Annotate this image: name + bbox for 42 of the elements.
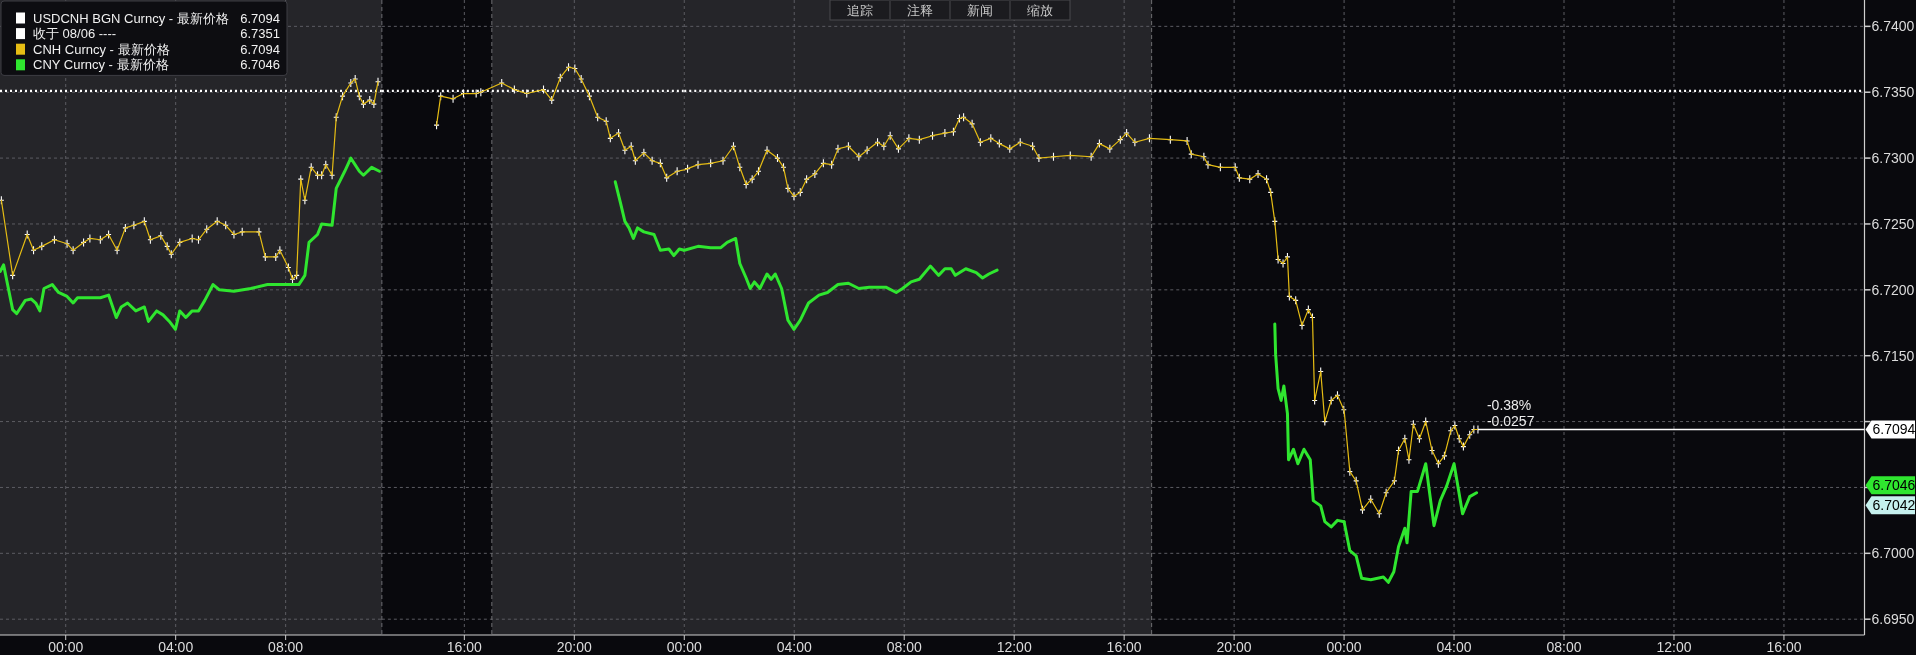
annotation: 注释 (907, 2, 933, 18)
x-tick-label: 16:00 (1106, 639, 1142, 655)
y-tick-label: 6.7350 (1871, 84, 1915, 101)
value-tag: 6.7046 (1865, 476, 1916, 495)
legend-value: 6.7094 (240, 10, 280, 26)
legend-value: 6.7351 (240, 26, 280, 42)
y-tick-label: 6.7200 (1871, 281, 1915, 298)
x-tick-label: 20:00 (556, 639, 593, 655)
x-tick-label: 08:00 (886, 639, 922, 655)
annotation: 追踪 (847, 2, 873, 18)
legend-label: USDCNH BGN Curncy - 最新价格 (33, 10, 229, 26)
annotation: -0.0257 (1486, 413, 1535, 430)
x-tick-label: 04:00 (776, 639, 812, 655)
x-tick-label: 08:00 (268, 639, 304, 655)
x-tick-label: 16:00 (446, 639, 483, 655)
annotation: -0.38% (1486, 397, 1532, 414)
x-tick-label: 00:00 (1326, 639, 1362, 655)
annotation: 新闻 (967, 2, 993, 18)
legend-value: 6.7094 (240, 41, 280, 57)
x-tick-label: 12:00 (1656, 639, 1692, 655)
x-tick-label: 08:00 (1546, 639, 1582, 655)
value-tag: 6.7042 (1865, 496, 1916, 515)
annotation: 缩放 (1027, 2, 1053, 18)
x-tick-label: 00:00 (666, 639, 702, 655)
y-tick-label: 6.6950 (1871, 611, 1915, 628)
x-tick-label: 04:00 (158, 639, 194, 655)
legend-label: 收于 08/06 ---- (33, 26, 117, 42)
y-tick-label: 6.7000 (1871, 545, 1915, 562)
legend-label: CNH Curncy - 最新价格 (33, 41, 170, 57)
legend-label: CNY Curncy - 最新价格 (33, 57, 169, 73)
legend-value: 6.7046 (240, 57, 280, 73)
y-tick-label: 6.7300 (1871, 150, 1915, 167)
x-tick-label: 12:00 (996, 639, 1032, 655)
x-tick-label: 04:00 (1436, 639, 1472, 655)
ref-line-label: 6.7094 (1872, 421, 1916, 438)
x-tick-label: 00:00 (48, 639, 84, 655)
value-tag: 6.7094 (1865, 420, 1916, 439)
x-tick-label: 16:00 (1766, 639, 1802, 655)
y-tick-label: 6.7400 (1871, 18, 1915, 35)
y-tick-label: 6.7250 (1871, 215, 1915, 232)
y-tick-label: 6.7150 (1871, 347, 1915, 364)
x-tick-label: 20:00 (1216, 639, 1252, 655)
